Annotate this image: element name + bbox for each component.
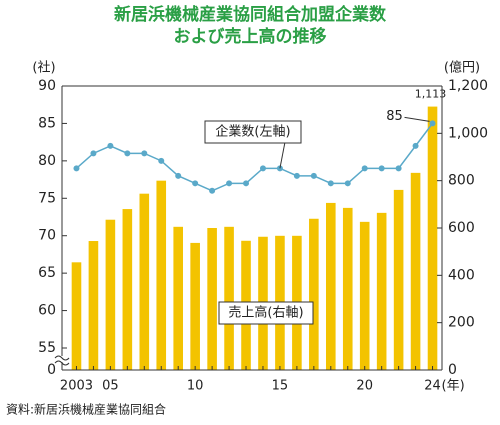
line-marker [395, 165, 402, 172]
x-tick-label: 15 [272, 379, 289, 394]
bar [122, 209, 133, 370]
y2-tick-label: 1,000 [448, 125, 488, 141]
axis-break [54, 355, 70, 366]
y-tick-label: 85 [38, 115, 56, 131]
x-tick-label: 24 [424, 379, 441, 394]
bar [342, 207, 353, 370]
chart-title: および売上高の推移 [174, 26, 327, 47]
bar [376, 212, 387, 370]
line [75, 122, 434, 192]
bar [190, 242, 200, 370]
x-tick-label: 10 [187, 379, 204, 394]
y2-tick-label: 0 [448, 362, 457, 378]
y-tick-label: 80 [38, 153, 56, 169]
line-marker [361, 165, 368, 172]
line-marker [90, 150, 97, 157]
line-marker [412, 142, 419, 149]
legend-box [204, 120, 302, 144]
legend-box [218, 301, 314, 325]
leader [404, 116, 430, 122]
line-marker [141, 150, 148, 157]
y-tick-label: 75 [38, 190, 56, 206]
source: 資料:新居浜機械産業協同組合 [6, 402, 166, 417]
y2-tick-label: 1,200 [448, 78, 488, 94]
bar [139, 193, 150, 370]
x-tick-label: 20 [356, 379, 373, 394]
bar [88, 241, 99, 370]
y-tick-label: 60 [38, 303, 56, 319]
bar [410, 172, 421, 370]
line-marker [124, 150, 131, 157]
y2-tick-label: 800 [448, 173, 475, 189]
y-tick-label: 55 [38, 340, 56, 356]
bar [71, 262, 82, 370]
x-tick-label: 2003 [60, 379, 93, 394]
bar [325, 202, 336, 370]
y2-tick-label: 400 [448, 267, 475, 283]
line-marker [175, 172, 182, 179]
data-label: 85 [386, 109, 403, 124]
line-marker [73, 165, 80, 172]
line-marker [192, 180, 199, 187]
bar [105, 219, 116, 370]
y-tick-label: 70 [38, 228, 56, 244]
y-tick-label: 90 [38, 78, 56, 94]
chart-title: 新居浜機械産業協同組合加盟企業数 [114, 4, 387, 25]
line-marker [378, 165, 385, 172]
bar [224, 226, 234, 370]
bar [156, 180, 167, 370]
line-marker [310, 172, 317, 179]
leader [279, 141, 286, 169]
bar [359, 221, 370, 370]
line-marker [158, 157, 165, 164]
axis-break [56, 356, 68, 362]
line-marker [429, 120, 436, 127]
legend-label: 企業数(左軸) [215, 124, 290, 140]
bar [173, 226, 184, 370]
x-tick-label: 05 [102, 379, 119, 394]
y-tick-label: 0 [47, 362, 56, 378]
line-marker [344, 180, 351, 187]
line-marker [107, 142, 114, 149]
y2-tick-label: 600 [448, 220, 475, 236]
bar [427, 106, 438, 370]
bar [207, 228, 217, 370]
y-tick-label: 65 [38, 265, 56, 281]
legend-label: 売上高(右軸) [228, 305, 303, 321]
line-marker [243, 180, 250, 187]
bar [393, 189, 404, 370]
data-label: 1,113 [415, 88, 447, 101]
line-marker [209, 187, 216, 194]
y2-axis-label: (億円) [444, 60, 480, 76]
line-marker [327, 180, 334, 187]
line-marker [226, 180, 233, 187]
x-axis-label: (年) [442, 379, 465, 394]
line-marker [259, 165, 266, 172]
line-marker [293, 172, 300, 179]
y2-tick-label: 200 [448, 315, 475, 331]
bar [309, 218, 319, 370]
y-axis-label: (社) [32, 60, 55, 76]
